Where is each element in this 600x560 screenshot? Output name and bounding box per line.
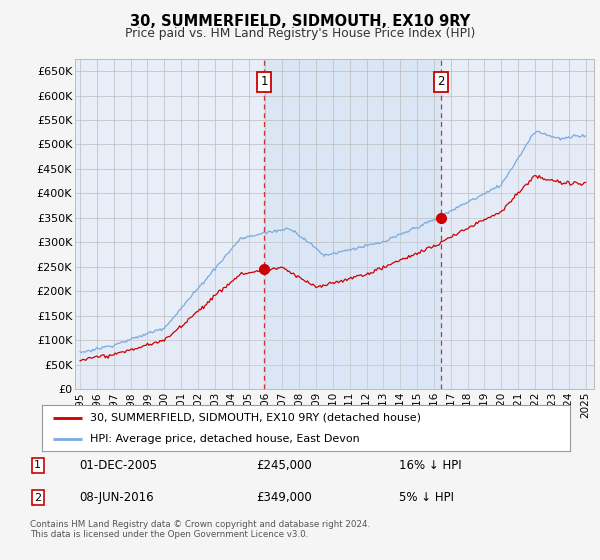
Text: 01-DEC-2005: 01-DEC-2005 [79,459,157,472]
Text: 2: 2 [437,75,445,88]
Text: Price paid vs. HM Land Registry's House Price Index (HPI): Price paid vs. HM Land Registry's House … [125,27,475,40]
Text: 2: 2 [34,493,41,503]
Text: 30, SUMMERFIELD, SIDMOUTH, EX10 9RY (detached house): 30, SUMMERFIELD, SIDMOUTH, EX10 9RY (det… [89,413,421,423]
Text: 30, SUMMERFIELD, SIDMOUTH, EX10 9RY: 30, SUMMERFIELD, SIDMOUTH, EX10 9RY [130,14,470,29]
Text: 1: 1 [260,75,268,88]
Text: 5% ↓ HPI: 5% ↓ HPI [400,491,454,504]
Text: 1: 1 [34,460,41,470]
Text: 08-JUN-2016: 08-JUN-2016 [79,491,154,504]
Text: £349,000: £349,000 [256,491,311,504]
Text: HPI: Average price, detached house, East Devon: HPI: Average price, detached house, East… [89,435,359,444]
Text: £245,000: £245,000 [256,459,311,472]
Bar [264,59,442,389]
Text: Contains HM Land Registry data © Crown copyright and database right 2024.
This d: Contains HM Land Registry data © Crown c… [30,520,370,539]
Text: 16% ↓ HPI: 16% ↓ HPI [400,459,462,472]
